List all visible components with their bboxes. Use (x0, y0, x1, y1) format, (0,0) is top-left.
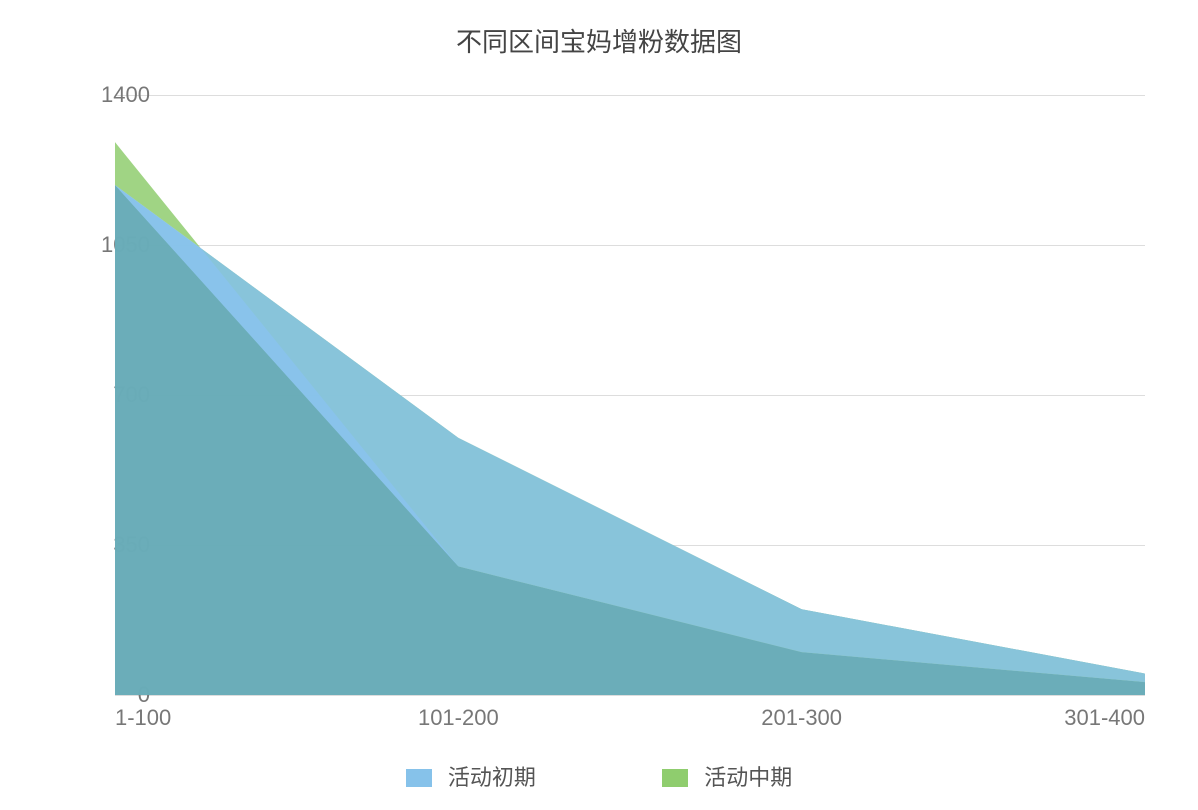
legend-swatch (662, 769, 688, 787)
area-overlap (115, 185, 1145, 695)
area-svg (115, 95, 1145, 695)
gridline (115, 695, 1145, 696)
legend-item: 活动初期 (406, 760, 536, 792)
legend-swatch (406, 769, 432, 787)
x-tick-label: 201-300 (761, 705, 842, 731)
legend-item: 活动中期 (662, 760, 792, 792)
plot-area (115, 95, 1145, 695)
legend-label: 活动初期 (448, 765, 536, 790)
legend: 活动初期 活动中期 (0, 760, 1198, 792)
x-tick-label: 101-200 (418, 705, 499, 731)
legend-label: 活动中期 (704, 765, 792, 790)
x-tick-label: 1-100 (115, 705, 171, 731)
x-tick-label: 301-400 (1064, 705, 1145, 731)
chart-title: 不同区间宝妈增粉数据图 (0, 22, 1198, 59)
area-chart: 不同区间宝妈增粉数据图 035070010501400 1-100101-200… (0, 0, 1198, 810)
